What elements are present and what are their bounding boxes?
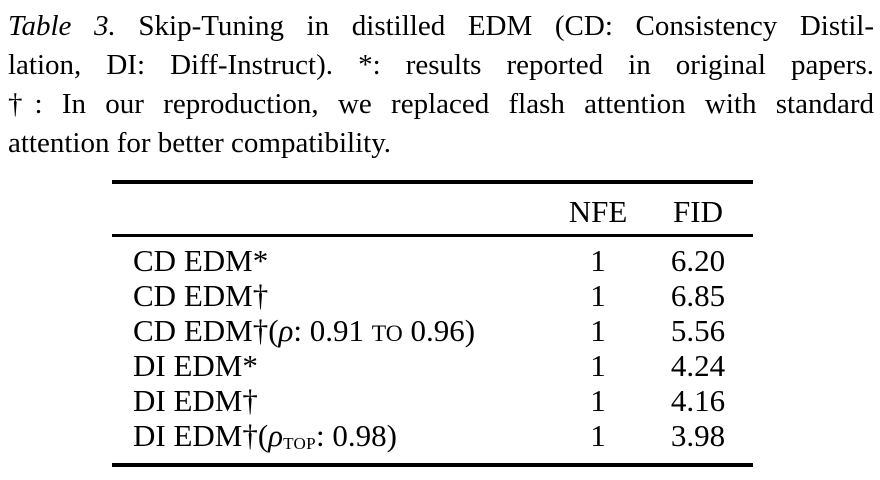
- caption-line-2: lation, DI: Diff-Instruct). *: results r…: [8, 49, 874, 81]
- fid-value: 5.56: [670, 313, 726, 348]
- row-label: DI EDM†: [133, 383, 258, 418]
- header-nfe: NFE: [568, 194, 628, 229]
- row-label: CD EDM†: [133, 278, 269, 313]
- row-label: DI EDM†(ρTOP: 0.98): [133, 418, 397, 454]
- rho-subscript: TOP: [283, 434, 316, 454]
- table-row: CD EDM† 1 6.85: [112, 278, 753, 313]
- caption-line-3: †: In our reproduction, we replaced flas…: [8, 88, 874, 120]
- nfe-value: 1: [590, 348, 606, 383]
- rho-symbol: ρ: [278, 313, 294, 348]
- row-label: CD EDM†(ρ: 0.91 TO 0.96): [133, 313, 476, 348]
- fid-value: 6.20: [670, 243, 726, 278]
- nfe-value: 1: [590, 243, 606, 278]
- results-table: NFE FID CD EDM* 1 6.20 CD EDM† 1 6.85 CD…: [112, 180, 753, 467]
- table-row: CD EDM* 1 6.20: [112, 243, 753, 278]
- nfe-value: 1: [590, 278, 606, 313]
- table-row: DI EDM† 1 4.16: [112, 383, 753, 418]
- fid-value: 4.24: [670, 348, 726, 383]
- caption-line-4: attention for better compatibility.: [8, 127, 392, 159]
- table-header-row: NFE FID: [112, 184, 753, 237]
- table-caption: Table 3. Skip-Tuning in distilled EDM (C…: [8, 7, 874, 163]
- nfe-value: 1: [590, 418, 606, 453]
- header-fid: FID: [673, 194, 723, 229]
- row-label: DI EDM*: [133, 348, 258, 383]
- nfe-value: 1: [590, 383, 606, 418]
- table-body: CD EDM* 1 6.20 CD EDM† 1 6.85 CD EDM†(ρ:…: [112, 237, 753, 463]
- row-label: CD EDM*: [133, 243, 269, 278]
- table-row: DI EDM* 1 4.24: [112, 348, 753, 383]
- caption-line-1: Table 3. Skip-Tuning in distilled EDM (C…: [8, 7, 874, 46]
- rho-symbol: ρ: [268, 418, 284, 453]
- table-row: DI EDM†(ρTOP: 0.98) 1 3.98: [112, 418, 753, 453]
- table-row: CD EDM†(ρ: 0.91 TO 0.96) 1 5.56: [112, 313, 753, 348]
- smallcaps-text: TO: [371, 321, 403, 347]
- fid-value: 6.85: [670, 278, 726, 313]
- caption-table-number: Table 3.: [8, 10, 116, 42]
- nfe-value: 1: [590, 313, 606, 348]
- fid-value: 4.16: [670, 383, 726, 418]
- fid-value: 3.98: [670, 418, 726, 453]
- caption-line-1-text: Skip-Tuning in distilled EDM (CD: Consis…: [115, 10, 874, 42]
